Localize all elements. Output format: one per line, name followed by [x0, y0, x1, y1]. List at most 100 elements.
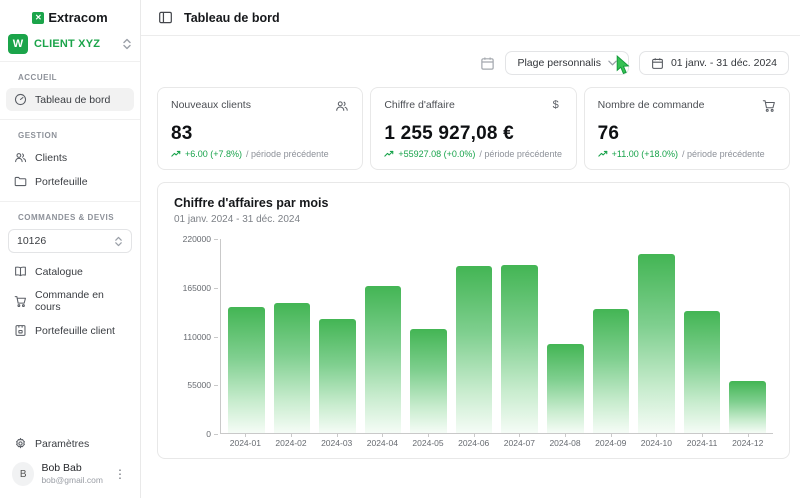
brand-logo-icon: ✕ — [32, 11, 45, 24]
x-tick-label: 2024-10 — [638, 434, 675, 448]
kebab-menu-icon[interactable]: ⋮ — [114, 467, 126, 481]
chart-x-labels: 2024-01 2024-02 2024-03 2024-04 2024-05 2024-… — [220, 434, 773, 448]
brand-name: Extracom — [48, 10, 108, 25]
x-tick-label: 2024-12 — [729, 434, 766, 448]
section-label: GESTION — [18, 131, 58, 140]
kpi-value: 76 — [597, 123, 620, 144]
sidebar-item-catalogue[interactable]: Catalogue — [6, 260, 134, 283]
bar-2024-05[interactable] — [410, 239, 447, 433]
bar-2024-10[interactable] — [638, 239, 675, 433]
x-tick-label: 2024-01 — [227, 434, 264, 448]
sidebar-item-portefeuille-client[interactable]: Portefeuille client — [6, 319, 134, 342]
sidebar-item-tableau-de-bord[interactable]: Tableau de bord — [6, 88, 134, 111]
trend-up-icon — [597, 150, 607, 157]
sidebar-item-label: Paramètres — [35, 437, 90, 450]
chart-plot-area: 2024-01 2024-02 2024-03 2024-04 2024-05 2024-… — [220, 239, 773, 448]
bar-2024-06[interactable] — [455, 239, 493, 433]
sidebar-item-parametres[interactable]: Paramètres — [6, 432, 134, 455]
bar-2024-09[interactable] — [592, 239, 630, 433]
page-title: Tableau de bord — [184, 10, 280, 25]
user-avatar: B — [12, 462, 35, 486]
kpi-trend: +11.00 (+18.0%) / période précédente — [597, 149, 776, 159]
x-tick-label: 2024-02 — [273, 434, 310, 448]
main-area: Tableau de bord Plage personnalis 01 jan… — [141, 0, 800, 498]
panel-left-icon[interactable] — [158, 10, 173, 25]
kpi-delta: +6.00 (+7.8%) — [185, 149, 243, 159]
folder-icon — [14, 176, 27, 187]
kpi-label: Nouveaux clients — [171, 99, 251, 111]
users-icon — [336, 101, 349, 111]
kpi-value: 1 255 927,08 € — [384, 123, 514, 144]
cart-icon — [762, 100, 775, 112]
bar-2024-12[interactable] — [729, 239, 766, 433]
kpi-card-nombre-de-commande: Nombre de commande 76 +11.00 (+18.0%) / … — [583, 87, 790, 170]
calendar-icon — [652, 57, 663, 69]
sidebar-item-label: Portefeuille — [35, 175, 88, 188]
order-number-select[interactable]: 10126 — [8, 229, 132, 253]
x-tick-label: 2024-03 — [318, 434, 355, 448]
kpi-delta: +11.00 (+18.0%) — [611, 149, 679, 159]
x-tick-label: 2024-05 — [410, 434, 447, 448]
bar-2024-02[interactable] — [273, 239, 311, 433]
topbar: Tableau de bord — [141, 0, 800, 36]
bar-2024-04[interactable] — [364, 239, 402, 433]
revenue-chart-card: Chiffre d'affaires par mois 01 janv. 202… — [157, 182, 790, 459]
wallet-card-icon — [15, 325, 26, 336]
chart-plot — [220, 239, 773, 434]
bar-2024-07[interactable] — [501, 239, 539, 433]
user-meta: Bob Bab bob@gmail.com — [41, 462, 103, 486]
sidebar-section-gestion: GESTION Clients Portefeuille — [0, 120, 140, 201]
trend-up-icon — [384, 150, 394, 157]
divider — [0, 201, 140, 202]
clients-icon — [15, 153, 27, 163]
x-tick-label: 2024-07 — [501, 434, 538, 448]
sidebar-item-portefeuille[interactable]: Portefeuille — [6, 170, 134, 193]
kpi-cards: Nouveaux clients 83 +6.00 (+7.8%) / péri… — [141, 75, 800, 170]
chevron-updown-icon — [123, 38, 131, 50]
divider — [0, 119, 140, 120]
kpi-card-nouveaux-clients: Nouveaux clients 83 +6.00 (+7.8%) / péri… — [157, 87, 364, 170]
user-profile[interactable]: B Bob Bab bob@gmail.com ⋮ — [6, 456, 134, 492]
workspace-avatar: W — [8, 34, 28, 54]
date-range-button[interactable]: 01 janv. - 31 déc. 2024 — [638, 51, 789, 75]
y-tick-label: 0 — [206, 429, 218, 439]
sidebar-item-label: Commande en cours — [35, 289, 104, 313]
bar-2024-08[interactable] — [547, 239, 584, 433]
workspace-name: CLIENT XYZ — [34, 38, 101, 50]
kpi-trend: +55927.08 (+0.0%) / période précédente — [384, 149, 562, 159]
gauge-icon — [14, 93, 27, 106]
sidebar-item-commande-en-cours[interactable]: Commande en cours — [6, 284, 134, 318]
sidebar-item-clients[interactable]: Clients — [6, 146, 134, 169]
y-tick-label: 110000 — [183, 331, 218, 342]
chart-title: Chiffre d'affaires par mois — [174, 196, 329, 210]
dollar-icon: $ — [552, 99, 559, 111]
gear-icon — [16, 437, 25, 449]
date-controls: Plage personnalis 01 janv. - 31 déc. 202… — [141, 36, 800, 75]
cart-icon — [14, 295, 26, 307]
section-label: COMMANDES & DEVIS — [18, 213, 115, 222]
kpi-delta-suffix: / période précédente — [479, 149, 562, 159]
sidebar-item-label: Catalogue — [35, 265, 83, 278]
bar-2024-03[interactable] — [319, 239, 356, 433]
y-tick-label: 165000 — [182, 282, 219, 293]
bar-2024-01[interactable] — [228, 239, 265, 433]
kpi-delta: +55927.08 (+0.0%) — [398, 149, 476, 159]
brand-logo: ✕ Extracom — [0, 0, 140, 29]
kpi-label: Nombre de commande — [597, 99, 705, 111]
x-tick-label: 2024-04 — [364, 434, 401, 448]
range-type-dropdown[interactable]: Plage personnalis — [505, 51, 629, 75]
kpi-value: 83 — [171, 123, 193, 144]
y-tick-label: 55000 — [187, 380, 218, 391]
x-tick-label: 2024-11 — [684, 434, 721, 448]
chevron-down-icon — [608, 60, 617, 66]
kpi-delta-suffix: / période précédente — [682, 149, 765, 159]
kpi-trend: +6.00 (+7.8%) / période précédente — [171, 149, 349, 159]
user-name: Bob Bab — [41, 462, 82, 475]
chart-subtitle: 01 janv. 2024 - 31 déc. 2024 — [174, 214, 301, 225]
date-range-label: 01 janv. - 31 déc. 2024 — [670, 57, 777, 69]
bar-2024-11[interactable] — [683, 239, 721, 433]
trend-up-icon — [171, 150, 181, 157]
calendar-icon[interactable] — [480, 56, 495, 71]
workspace-selector[interactable]: W CLIENT XYZ — [8, 34, 132, 54]
book-icon — [15, 266, 26, 277]
